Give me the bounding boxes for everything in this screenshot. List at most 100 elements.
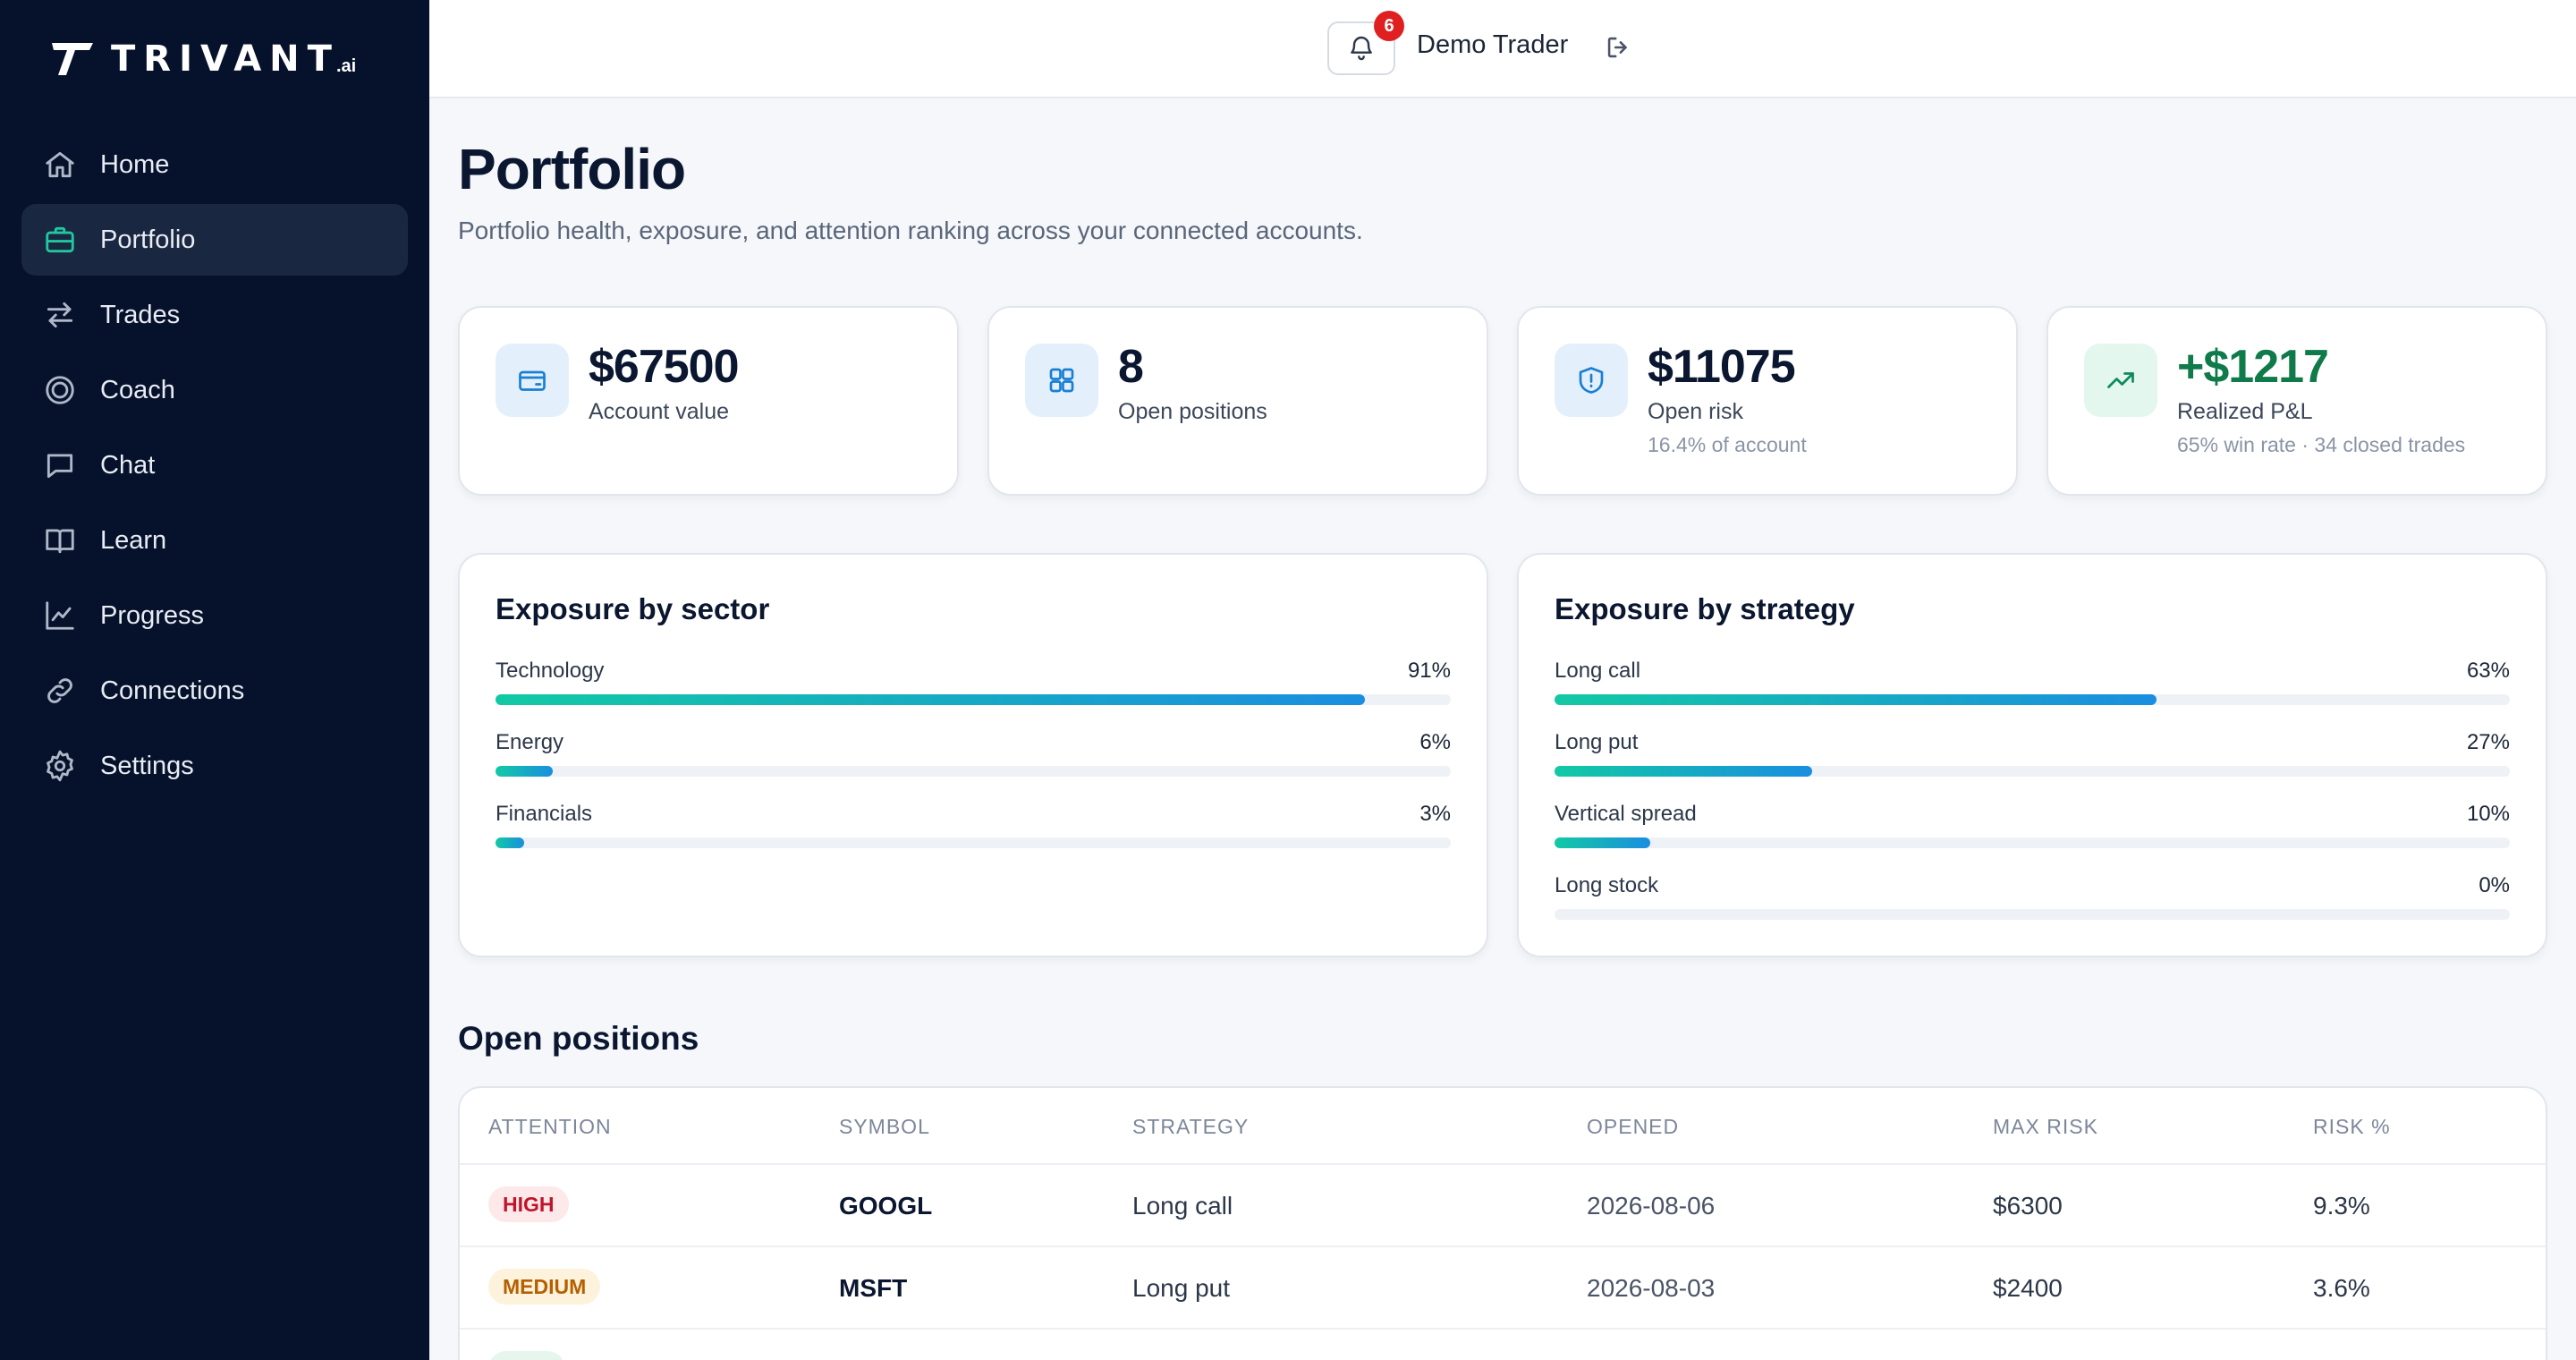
- cell-opened: 2026-08-06: [1587, 1192, 1716, 1220]
- open-positions-table: ATTENTION SYMBOL STRATEGY OPENED MAX RISK RIS…: [458, 1086, 2547, 1360]
- exposure-percent: 27%: [2466, 730, 2510, 754]
- chat-bubble-icon: [47, 454, 73, 479]
- exposure-label: Energy: [496, 730, 564, 754]
- briefcase-icon: [43, 223, 77, 257]
- cell-risk-pct: 9.3%: [2313, 1192, 2370, 1220]
- exposure-bar-track: [496, 766, 1451, 777]
- chat-bubble-icon: [43, 448, 77, 482]
- stat-note: 16.4% of account: [1648, 433, 1807, 456]
- cell-risk-pct: 1.1%: [2313, 1356, 2370, 1360]
- sidebar-item-label: Chat: [100, 450, 156, 480]
- sidebar-item-label: Settings: [100, 751, 194, 780]
- exposure-percent: 10%: [2466, 802, 2510, 826]
- stat-label: Open positions: [1118, 399, 1267, 424]
- exposure-by-strategy-panel: Exposure by strategy Long call 63% Long pu…: [1517, 553, 2547, 957]
- brand-name: TRIVANT: [111, 38, 340, 80]
- stat-value: 8: [1118, 341, 1144, 393]
- cell-max-risk: $2400: [1993, 1274, 2063, 1302]
- sidebar-item-trades[interactable]: Trades: [21, 279, 408, 351]
- table-header-divider: [460, 1163, 2546, 1165]
- sidebar-item-settings[interactable]: Settings: [21, 730, 408, 802]
- sidebar-item-label: Trades: [100, 300, 181, 329]
- line-chart-icon: [46, 601, 74, 630]
- cell-max-risk: $6300: [1993, 1192, 2063, 1220]
- cell-symbol: MSFT: [839, 1274, 908, 1302]
- logout-icon: [1607, 37, 1627, 58]
- table-row[interactable]: LOW NVDA Vertical spread 2026-07-30 $700 1.1%: [460, 1330, 2546, 1360]
- exposure-percent: 3%: [1419, 802, 1451, 826]
- column-header-strategy[interactable]: STRATEGY: [1132, 1115, 1250, 1138]
- top-header: 6 Demo Trader: [429, 0, 2576, 98]
- trending-up-icon: [2107, 372, 2134, 388]
- sidebar-item-label: Progress: [100, 600, 205, 630]
- table-row[interactable]: MEDIUM MSFT Long put 2026-08-03 $2400 3.6%: [460, 1247, 2546, 1330]
- sidebar-item-label: Coach: [100, 375, 175, 404]
- sidebar-item-chat[interactable]: Chat: [21, 429, 408, 501]
- exposure-label: Long call: [1555, 659, 1641, 683]
- open-positions-title: Open positions: [458, 1020, 699, 1057]
- exposure-bar-fill: [1555, 694, 2157, 705]
- stat-icon-tile: [1555, 344, 1628, 417]
- brand-suffix: .ai: [335, 56, 357, 76]
- panel-title: Exposure by sector: [496, 592, 770, 625]
- attention-badge: HIGH: [488, 1186, 569, 1222]
- cell-risk-pct: 3.6%: [2313, 1274, 2370, 1302]
- line-chart-icon: [43, 599, 77, 633]
- exposure-label: Financials: [496, 802, 593, 826]
- sidebar-item-portfolio[interactable]: Portfolio: [21, 204, 408, 276]
- column-header-attention[interactable]: ATTENTION: [488, 1115, 612, 1138]
- column-header-symbol[interactable]: SYMBOL: [839, 1115, 930, 1138]
- exposure-row: Vertical spread 10%: [1555, 802, 2510, 873]
- gear-icon: [47, 750, 73, 782]
- stat-icon-tile: [1025, 344, 1098, 417]
- exposure-percent: 91%: [1407, 659, 1451, 683]
- notification-count-badge: 6: [1374, 11, 1404, 41]
- exposure-label: Vertical spread: [1555, 802, 1697, 826]
- column-header-max-risk[interactable]: MAX RISK: [1993, 1115, 2098, 1138]
- exposure-row: Financials 3%: [496, 802, 1451, 873]
- exposure-row: Technology 91%: [496, 659, 1451, 730]
- cell-strategy: Long put: [1132, 1274, 1230, 1302]
- user-name[interactable]: Demo Trader: [1417, 30, 1569, 59]
- stat-icon-tile: [496, 344, 569, 417]
- brand-logo[interactable]: TRIVANT .ai: [48, 39, 356, 79]
- sidebar-item-learn[interactable]: Learn: [21, 505, 408, 576]
- bell-icon: [1351, 36, 1372, 61]
- sidebar-item-label: Connections: [100, 676, 245, 705]
- wallet-icon: [519, 370, 546, 391]
- exposure-label: Long put: [1555, 730, 1639, 754]
- sidebar-item-coach[interactable]: Coach: [21, 354, 408, 426]
- exposure-bar-track: [1555, 766, 2510, 777]
- exposure-bar-track: [496, 694, 1451, 705]
- cell-strategy: Vertical spread: [1132, 1356, 1298, 1360]
- stat-value: $11075: [1648, 341, 1796, 393]
- table-row[interactable]: HIGH GOOGL Long call 2026-08-06 $6300 9.3%: [460, 1165, 2546, 1247]
- column-header-risk-[interactable]: RISK %: [2313, 1115, 2391, 1138]
- exposure-bar-track: [1555, 837, 2510, 848]
- swap-arrows-icon: [47, 302, 73, 328]
- column-header-opened[interactable]: OPENED: [1587, 1115, 1680, 1138]
- exposure-label: Long stock: [1555, 873, 1659, 897]
- shield-icon: [1579, 367, 1604, 394]
- stat-value: +$1217: [2177, 341, 2329, 393]
- exposure-bar-track: [1555, 909, 2510, 920]
- sidebar-item-connections[interactable]: Connections: [21, 655, 408, 727]
- logout-button[interactable]: [1603, 32, 1633, 63]
- sidebar-item-home[interactable]: Home: [21, 129, 408, 200]
- exposure-bar-fill: [1555, 766, 1813, 777]
- cell-opened: 2026-07-30: [1587, 1356, 1715, 1360]
- grid-icon: [1049, 368, 1074, 393]
- swap-arrows-icon: [43, 298, 77, 332]
- stat-card-account-value: $67500 Account value: [458, 306, 959, 496]
- sidebar-item-label: Portfolio: [100, 225, 196, 254]
- stat-card-open-risk: $11075 Open risk 16.4% of account: [1517, 306, 2018, 496]
- sidebar-item-label: Home: [100, 149, 170, 179]
- stat-note: 65% win rate · 34 closed trades: [2177, 433, 2466, 456]
- stat-label: Account value: [589, 399, 730, 424]
- attention-badge: LOW: [488, 1351, 565, 1360]
- exposure-bar-track: [1555, 694, 2510, 705]
- exposure-percent: 63%: [2466, 659, 2510, 683]
- sidebar-item-progress[interactable]: Progress: [21, 580, 408, 651]
- exposure-bar-track: [496, 837, 1451, 848]
- notifications-button[interactable]: [1327, 21, 1395, 75]
